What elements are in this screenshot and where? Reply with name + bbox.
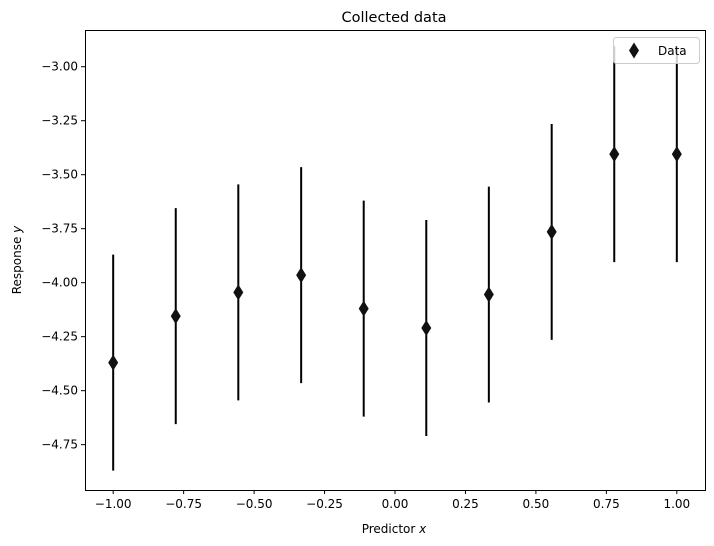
x-axis-label-var: x xyxy=(418,522,427,536)
legend-marker xyxy=(629,42,639,59)
x-tick-label: 0.00 xyxy=(382,497,409,511)
x-axis: −1.00 −0.75 −0.50 −0.25 0.00 0.25 0.50 0.75 1.00 xyxy=(95,490,690,511)
y-axis-label-text: Response xyxy=(10,237,24,295)
y-tick-label: −3.50 xyxy=(41,168,78,182)
y-tick-label: −4.75 xyxy=(41,438,78,452)
y-tick-label: −4.50 xyxy=(41,384,78,398)
y-tick-label: −3.00 xyxy=(41,60,78,74)
data-point xyxy=(233,284,244,301)
data-point xyxy=(358,300,369,317)
y-tick-label: −3.25 xyxy=(41,114,78,128)
y-axis: −3.00 −3.25 −3.50 −3.75 −4.00 −4.25 −4.50 −4.75 xyxy=(41,60,85,452)
data-point xyxy=(421,320,432,337)
data-point xyxy=(108,354,119,371)
y-tick-label: −4.00 xyxy=(41,276,78,290)
x-axis-label: Predictor x xyxy=(362,522,427,536)
x-tick-label: −0.75 xyxy=(165,497,202,511)
data-point xyxy=(671,146,682,163)
legend-box xyxy=(613,37,700,64)
x-tick-label: −1.00 xyxy=(95,497,132,511)
x-tick-label: −0.50 xyxy=(236,497,273,511)
x-tick-label: 1.00 xyxy=(663,497,690,511)
y-axis-label-var: y xyxy=(10,225,24,234)
data-point xyxy=(170,308,181,325)
data-point xyxy=(483,286,494,303)
legend-label: Data xyxy=(658,44,687,58)
data-point xyxy=(546,223,557,240)
x-tick-label: 0.50 xyxy=(523,497,550,511)
x-axis-label-text: Predictor xyxy=(362,522,416,536)
y-tick-label: −4.25 xyxy=(41,330,78,344)
plot-area xyxy=(108,46,682,471)
legend: Data xyxy=(613,37,700,64)
data-point xyxy=(609,146,620,163)
chart-title: Collected data xyxy=(341,10,446,26)
x-tick-label: −0.25 xyxy=(306,497,343,511)
data-point xyxy=(296,267,307,284)
x-tick-label: 0.75 xyxy=(593,497,620,511)
y-axis-label: Response y xyxy=(10,225,24,294)
x-tick-label: 0.25 xyxy=(452,497,479,511)
plot-frame xyxy=(85,30,706,491)
y-tick-label: −3.75 xyxy=(41,222,78,236)
